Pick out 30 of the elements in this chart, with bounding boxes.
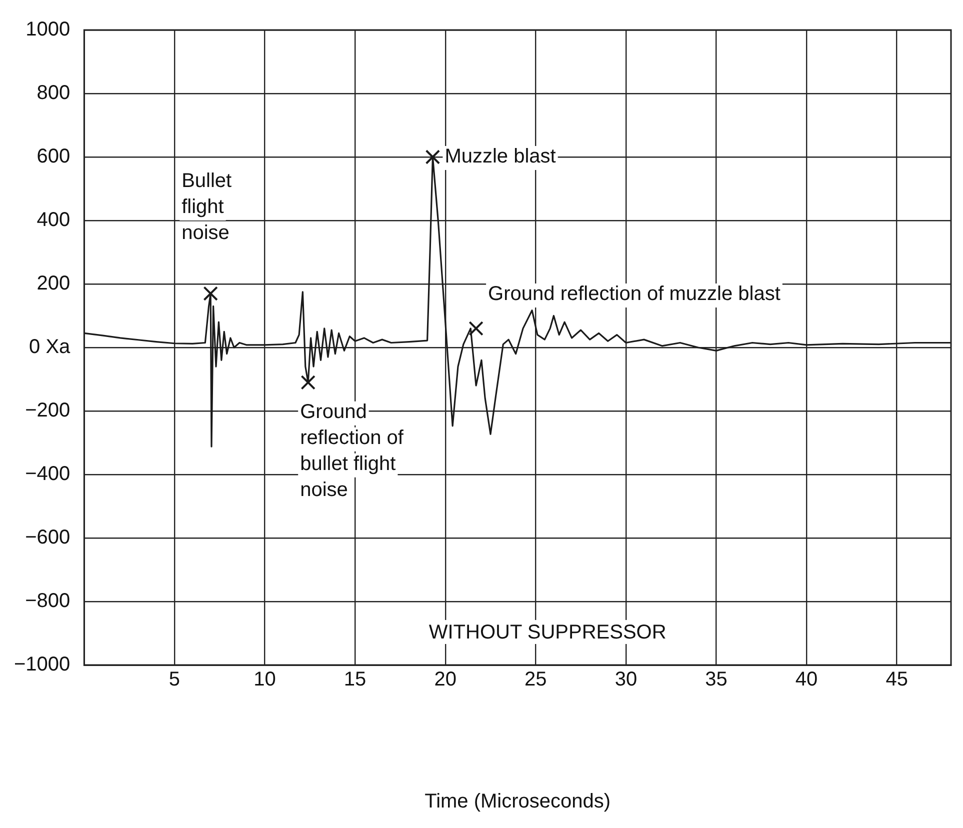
x-tick-label: 20 — [434, 668, 456, 691]
annotation: Muzzle blast — [444, 146, 556, 168]
point — [203, 286, 218, 301]
x-tick-label: 35 — [705, 668, 728, 691]
y-tick-label: 600 — [36, 146, 70, 168]
y-tick-label: 200 — [36, 272, 70, 295]
x-tick-label: 40 — [795, 668, 818, 691]
x-tick-label: 30 — [614, 668, 638, 691]
y-tick-label: −1000 — [14, 654, 70, 676]
annotation: Ground reflection of muzzle blast — [488, 282, 781, 305]
y-tick-label: −800 — [25, 590, 70, 612]
point — [425, 150, 440, 164]
annotation: Bullet flight noise — [182, 170, 232, 244]
point — [300, 375, 316, 390]
y-tick-label: 0 Xa — [29, 336, 72, 358]
y-tick-label: 400 — [36, 209, 70, 232]
y-tick-label: −200 — [25, 400, 70, 422]
x-tick-label: 5 — [168, 668, 180, 691]
x-tick-label: 45 — [886, 668, 908, 691]
x-tick-label: 15 — [344, 668, 366, 691]
y-tick-label: −400 — [25, 463, 70, 486]
annotation: Ground reflection of bullet flight noise — [300, 400, 404, 501]
y-tick-label: −600 — [25, 526, 70, 549]
x-tick-label: 25 — [524, 668, 547, 691]
point — [468, 321, 484, 336]
y-tick-label: 800 — [36, 82, 70, 104]
y-tick-label: 1000 — [26, 18, 70, 41]
x-tick-label: 10 — [254, 668, 276, 691]
annotation: WITHOUT SUPPRESSOR — [428, 622, 666, 644]
x-axis-title: Time (Microseconds) — [424, 790, 611, 813]
